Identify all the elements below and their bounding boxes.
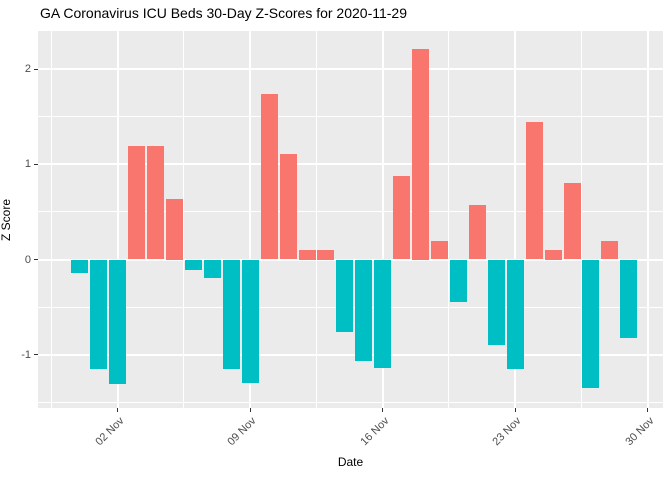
bar — [298, 250, 316, 260]
bar — [222, 259, 240, 369]
bar — [620, 259, 638, 338]
bar — [184, 259, 202, 270]
bar — [147, 146, 164, 260]
bar — [582, 259, 600, 389]
bar — [203, 259, 221, 278]
x-minor-gridline — [50, 31, 52, 408]
y-tick-mark — [34, 163, 38, 165]
y-axis-title: Z Score — [0, 199, 13, 242]
x-major-gridline — [249, 31, 252, 408]
bar — [563, 183, 581, 260]
bar — [317, 250, 335, 260]
y-major-gridline — [38, 163, 663, 166]
y-major-gridline — [38, 68, 663, 70]
bar — [374, 259, 392, 369]
bar — [431, 241, 448, 260]
bar — [241, 259, 259, 384]
bar — [393, 175, 411, 260]
bar — [109, 259, 127, 385]
bar — [260, 93, 278, 260]
x-tick-mark — [382, 408, 384, 412]
x-tick-mark — [514, 408, 516, 412]
plot-panel — [38, 31, 663, 408]
x-tick-mark — [249, 408, 251, 412]
bar — [90, 259, 108, 369]
x-major-gridline — [514, 31, 517, 408]
y-tick-label: -1 — [21, 348, 31, 361]
y-tick-mark — [34, 68, 38, 70]
bar — [487, 259, 505, 346]
y-minor-gridline — [38, 401, 663, 403]
bar — [336, 259, 354, 332]
x-tick-mark — [117, 408, 119, 412]
bar — [506, 259, 524, 369]
bar — [355, 259, 373, 361]
y-minor-gridline — [38, 116, 663, 118]
x-minor-gridline — [580, 31, 582, 408]
bar — [601, 241, 619, 260]
bar — [468, 205, 486, 260]
y-tick-mark — [34, 354, 38, 356]
bar — [279, 153, 297, 260]
bar — [71, 259, 89, 273]
y-tick-mark — [34, 259, 38, 260]
bar — [165, 198, 183, 260]
y-tick-label: 1 — [24, 158, 31, 171]
x-major-gridline — [646, 31, 649, 408]
bar — [449, 259, 467, 303]
bar — [544, 250, 562, 260]
y-tick-label: 0 — [24, 253, 31, 266]
chart-title: GA Coronavirus ICU Beds 30-Day Z-Scores … — [40, 5, 408, 21]
y-major-gridline — [38, 353, 663, 356]
bar — [128, 146, 146, 260]
bar — [412, 49, 429, 260]
x-minor-gridline — [183, 31, 185, 408]
x-minor-gridline — [448, 31, 450, 408]
x-major-gridline — [116, 31, 119, 408]
y-tick-label: 2 — [24, 63, 31, 75]
bar — [525, 122, 543, 260]
y-minor-gridline — [38, 211, 663, 213]
x-major-gridline — [381, 31, 384, 408]
x-tick-mark — [647, 408, 649, 412]
x-minor-gridline — [315, 31, 317, 408]
x-axis-title: Date — [337, 455, 364, 469]
